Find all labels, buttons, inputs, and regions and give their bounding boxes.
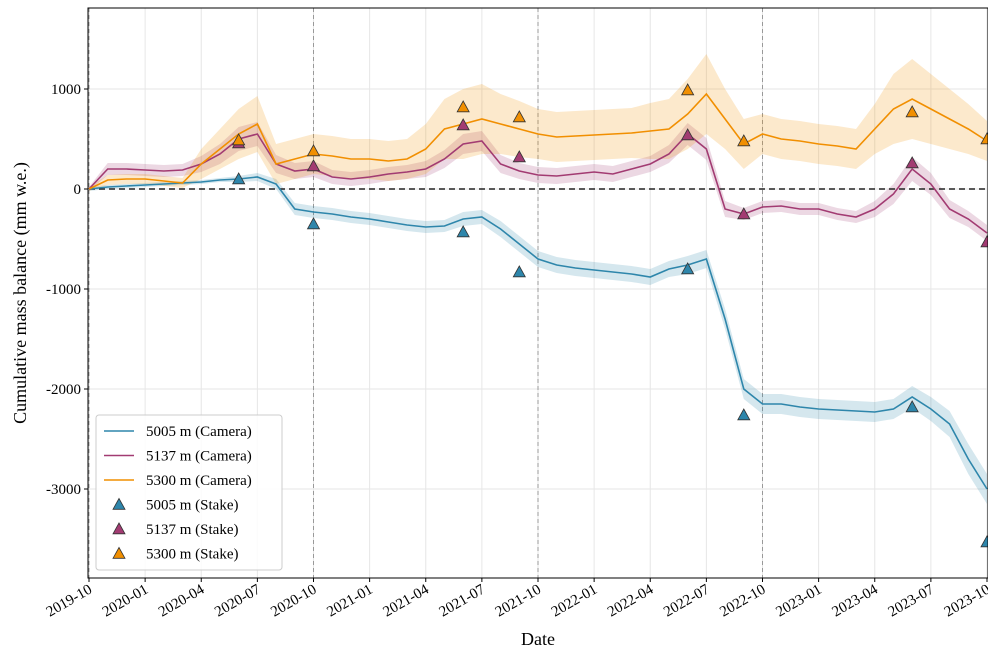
x-tick-label: 2022-10 [717, 582, 768, 621]
stake-marker [456, 100, 470, 113]
x-tick-label: 2022-07 [661, 581, 713, 620]
legend-box [95, 414, 283, 571]
stake-marker [980, 235, 988, 248]
x-tick-label: 2021-10 [493, 582, 544, 621]
x-tick-label: 2020-01 [100, 582, 151, 621]
stake-marker [980, 535, 988, 548]
stake-marker [680, 262, 695, 275]
x-tick-label: 2023-04 [829, 581, 881, 620]
legend-label: 5137 m (Stake) [146, 522, 238, 538]
legend-label: 5300 m (Camera) [146, 473, 252, 489]
stake-marker [512, 110, 526, 123]
stake-marker [512, 265, 526, 278]
y-axis-label: Cumulative mass balance (mm w.e.) [10, 162, 31, 424]
stake-marker [737, 207, 751, 220]
stake-marker [456, 225, 470, 238]
stake-marker [456, 118, 470, 131]
x-tick-label: 2021-07 [437, 581, 489, 620]
uncertainty-band [89, 122, 987, 241]
x-tick-label: 2020-10 [268, 582, 319, 621]
stake-marker [905, 156, 919, 169]
uncertainty-band [89, 54, 987, 191]
y-tick-label: 1000 [51, 82, 81, 98]
stake-marker [905, 400, 919, 413]
x-tick-label: 2021-04 [380, 581, 432, 620]
x-tick-label: 2022-01 [549, 582, 600, 621]
stake-marker [905, 105, 919, 118]
stake-marker [737, 408, 751, 421]
stake-marker [980, 132, 988, 145]
stake-marker [737, 134, 751, 147]
legend-label: 5300 m (Stake) [146, 547, 238, 563]
y-tick-label: -2000 [46, 382, 81, 398]
x-axis-label: Date [521, 629, 555, 649]
x-tick-label: 2020-07 [212, 581, 264, 620]
x-tick-label: 2023-07 [886, 581, 938, 620]
x-tick-label: 2020-04 [156, 581, 208, 620]
x-tick-label: 2019-10 [44, 582, 95, 621]
stake-marker [306, 144, 321, 157]
x-tick-label: 2023-01 [773, 582, 824, 621]
legend-label: 5005 m (Camera) [146, 424, 252, 440]
stake-marker [231, 133, 246, 146]
stake-marker [231, 172, 246, 185]
stake-marker [306, 159, 321, 172]
legend-label: 5005 m (Stake) [146, 498, 238, 514]
legend-label: 5137 m (Camera) [146, 449, 252, 465]
y-tick-label: 0 [74, 182, 82, 198]
stake-marker [306, 217, 321, 230]
stake-marker [512, 150, 526, 163]
y-tick-label: -1000 [46, 282, 81, 298]
legend-marker [112, 497, 126, 510]
legend-marker [112, 546, 126, 559]
stake-marker [680, 128, 695, 141]
y-tick-label: -3000 [46, 482, 81, 498]
x-tick-label: 2022-04 [605, 581, 657, 620]
stake-marker [680, 83, 695, 96]
x-tick-label: 2023-10 [942, 582, 988, 621]
legend-marker [112, 522, 126, 535]
x-tick-label: 2021-01 [324, 582, 375, 621]
